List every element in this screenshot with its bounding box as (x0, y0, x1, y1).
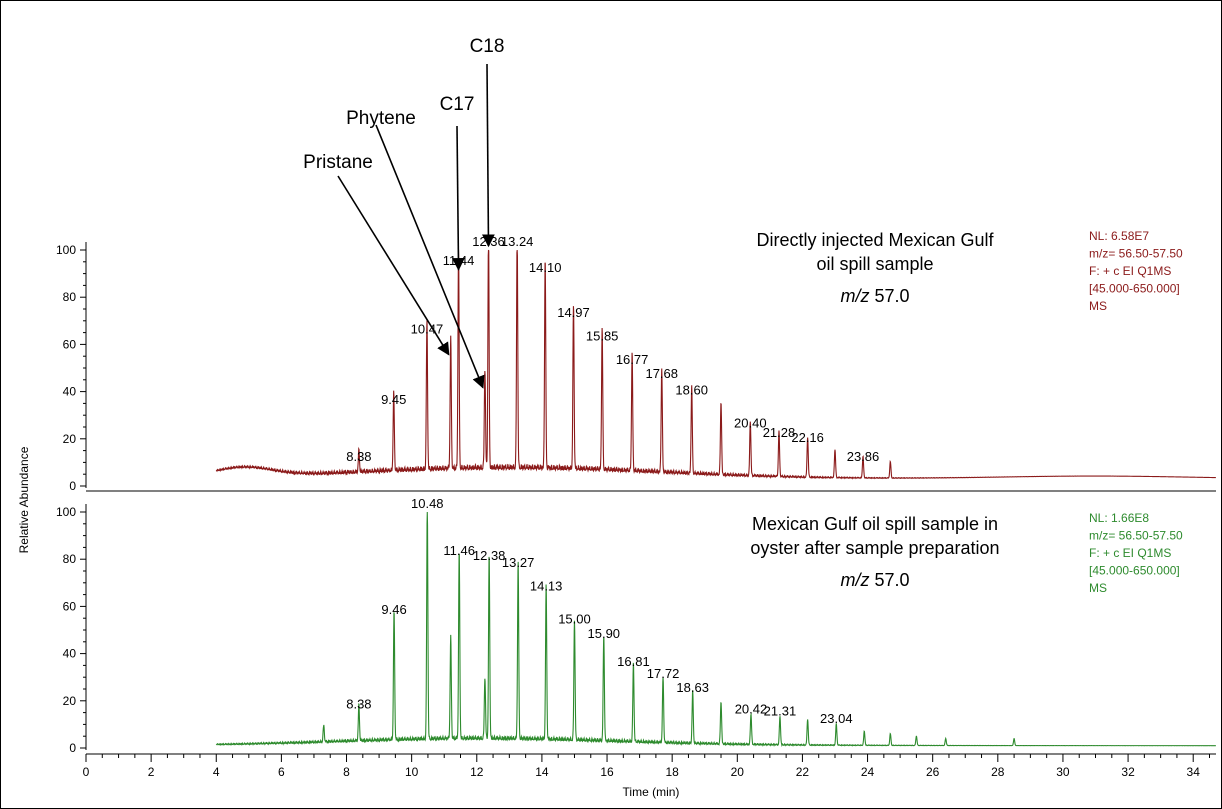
y-tick-label: 60 (63, 337, 77, 351)
peak-label: 14.10 (529, 260, 562, 275)
peak-label: 10.47 (411, 321, 444, 336)
sample-description: Directly injected Mexican Gulf (756, 230, 994, 250)
annotation-arrow (452, 125, 465, 271)
scan-info: m/z= 56.50-57.50 (1089, 529, 1183, 543)
peak-label: 12.38 (473, 548, 506, 563)
annotation-label: Phytene (346, 108, 416, 129)
peak-label: 8.38 (346, 697, 371, 712)
y-tick-label: 0 (69, 479, 76, 493)
x-tick-label: 30 (1056, 765, 1070, 779)
x-tick-label: 0 (83, 765, 90, 779)
peak-label: 18.60 (675, 383, 708, 398)
x-tick-label: 12 (470, 765, 484, 779)
scan-info: [45.000-650.000] (1089, 282, 1180, 296)
peak-label: 15.85 (586, 328, 619, 343)
peak-label: 22.16 (791, 430, 824, 445)
peak-label: 23.04 (820, 711, 853, 726)
sample-description: oyster after sample preparation (750, 538, 999, 558)
chromatogram-trace (215, 249, 1216, 480)
scan-info: MS (1089, 299, 1107, 313)
y-axis-label: Relative Abundance (17, 446, 31, 553)
y-tick-label: 20 (63, 432, 77, 446)
peak-label: 13.27 (502, 555, 535, 570)
x-tick-label: 22 (796, 765, 810, 779)
peak-label: 10.48 (411, 496, 444, 511)
peak-label: 16.81 (617, 654, 650, 669)
x-tick-label: 8 (343, 765, 350, 779)
x-tick-label: 10 (405, 765, 419, 779)
annotation-arrow (337, 175, 450, 356)
mz-italic: m/z (840, 570, 869, 590)
top-panel: 0204060801008.389.4510.4711.4412.3613.24… (56, 229, 1216, 493)
y-tick-label: 60 (63, 599, 77, 613)
annotation-label: C18 (470, 36, 505, 57)
y-tick-label: 80 (63, 290, 77, 304)
scan-info: F: + c EI Q1MS (1089, 546, 1171, 560)
scan-info: m/z= 56.50-57.50 (1089, 247, 1183, 261)
mz-value: 57.0 (869, 286, 909, 306)
sample-description: oil spill sample (816, 254, 933, 274)
x-tick-label: 24 (861, 765, 875, 779)
x-axis-label: Time (min) (623, 785, 680, 799)
x-tick-label: 2 (148, 765, 155, 779)
peak-label: 15.00 (558, 612, 591, 627)
bottom-panel: 0 20 40 60 80 100 8.38 9.46 10.48 11.4612.3813.27… (56, 496, 1216, 755)
y-tick-label: 80 (63, 552, 77, 566)
scan-info: NL: 6.58E7 (1089, 229, 1149, 243)
peak-label: 17.68 (645, 366, 678, 381)
x-tick-label: 20 (731, 765, 745, 779)
peak-label: 23.86 (847, 449, 880, 464)
annotations: Pristane Phytene C17 C18 (303, 36, 505, 389)
peak-label: 21.31 (764, 704, 797, 719)
peak-label: 9.45 (381, 392, 406, 407)
peak-label: 20.42 (735, 701, 768, 716)
peak-label: 9.46 (381, 602, 406, 617)
peak-label: 20.40 (734, 416, 767, 431)
x-tick-label: 28 (991, 765, 1005, 779)
peak-label: 17.72 (647, 666, 680, 681)
annotation-label: C17 (440, 94, 475, 115)
x-tick-label: 14 (535, 765, 549, 779)
peak-label: 14.13 (530, 579, 563, 594)
y-tick-label: 40 (63, 385, 77, 399)
mz-value: 57.0 (869, 570, 909, 590)
peak-label: 16.77 (616, 352, 649, 367)
peak-label: 15.90 (588, 626, 621, 641)
annotation-arrow (482, 63, 495, 248)
sample-description: Mexican Gulf oil spill sample in (752, 514, 998, 534)
peak-label: 8.38 (346, 449, 371, 464)
y-tick-label: 0 (69, 741, 76, 755)
scan-info: [45.000-650.000] (1089, 564, 1180, 578)
annotation-arrow (375, 124, 485, 389)
peak-label: 14.97 (557, 305, 590, 320)
y-tick-label: 20 (63, 694, 77, 708)
x-tick-label: 16 (600, 765, 614, 779)
mz-italic: m/z (840, 286, 869, 306)
scan-info: NL: 1.66E8 (1089, 511, 1149, 525)
peak-label: 18.63 (676, 680, 709, 695)
y-tick-label: 40 (63, 647, 77, 661)
x-tick-label: 6 (278, 765, 285, 779)
scan-info: MS (1089, 581, 1107, 595)
chromatogram-trace (215, 511, 1216, 748)
x-tick-label: 4 (213, 765, 220, 779)
annotation-label: Pristane (303, 152, 373, 173)
peak-label: 13.24 (501, 234, 534, 249)
x-tick-label: 34 (1187, 765, 1201, 779)
mz-label: m/z 57.0 (840, 286, 909, 306)
x-tick-label: 18 (665, 765, 679, 779)
y-tick-label: 100 (56, 505, 76, 519)
x-tick-label: 26 (926, 765, 940, 779)
peak-label: 21.28 (763, 425, 796, 440)
axes: 0 2 4 6 8 10 12 14 16 18 20 22 24 26 28 30 32 34 (83, 490, 1216, 779)
mz-label: m/z 57.0 (840, 570, 909, 590)
peak-label: 11.46 (443, 543, 475, 558)
scan-info: F: + c EI Q1MS (1089, 264, 1171, 278)
x-tick-label: 32 (1121, 765, 1135, 779)
y-tick-label: 100 (56, 243, 76, 257)
